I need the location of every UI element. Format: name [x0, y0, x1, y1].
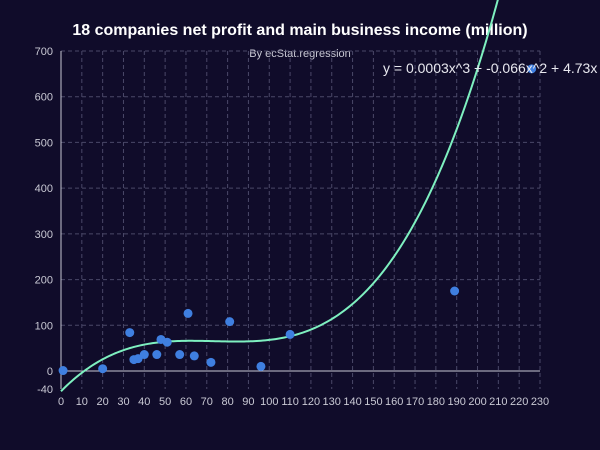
- x-tick-label: 160: [385, 396, 403, 408]
- chart-title: 18 companies net profit and main busines…: [72, 22, 528, 39]
- y-tick-label: 0: [47, 366, 53, 378]
- x-tick-label: 10: [76, 396, 88, 408]
- axes: -40 0 100 200 300 400 500 600 700 0 10 20 30 40 50 60 70…: [35, 46, 550, 408]
- data-point[interactable]: [139, 350, 149, 360]
- y-tick-label: 400: [35, 183, 53, 195]
- regression-equation: y = 0.0003x^3 + -0.066x^2 + 4.73x - 45: [383, 60, 600, 76]
- data-point[interactable]: [58, 366, 68, 376]
- data-point[interactable]: [98, 364, 108, 374]
- x-tick-label: 20: [97, 396, 109, 408]
- y-tick-label: 500: [35, 137, 53, 149]
- data-points: [58, 64, 537, 376]
- data-point[interactable]: [175, 350, 185, 360]
- x-tick-label: 60: [180, 396, 192, 408]
- data-point[interactable]: [450, 286, 460, 296]
- data-point[interactable]: [206, 357, 216, 367]
- x-tick-label: 130: [323, 396, 341, 408]
- regression-curve-layer: [60, 0, 499, 392]
- data-point[interactable]: [183, 308, 193, 318]
- x-tick-label: 210: [489, 396, 507, 408]
- x-tick-label: 0: [58, 396, 64, 408]
- data-point[interactable]: [162, 337, 172, 347]
- x-tick-label: 70: [201, 396, 213, 408]
- data-point[interactable]: [225, 317, 235, 327]
- data-point[interactable]: [285, 329, 295, 339]
- x-tick-label: 80: [221, 396, 233, 408]
- regression-curve: [60, 0, 499, 392]
- data-point[interactable]: [125, 328, 135, 338]
- data-point[interactable]: [189, 351, 199, 361]
- x-tick-label: 230: [531, 396, 549, 408]
- x-tick-label: 100: [260, 396, 278, 408]
- y-tick-label: 200: [35, 275, 53, 287]
- x-tick-label: 220: [510, 396, 528, 408]
- x-tick-label: 190: [448, 396, 466, 408]
- data-point[interactable]: [152, 350, 162, 360]
- x-tick-label: 150: [364, 396, 382, 408]
- y-tick-label: 600: [35, 92, 53, 104]
- y-tick-label: 700: [35, 46, 53, 58]
- x-tick-label: 110: [281, 396, 299, 408]
- data-point[interactable]: [256, 361, 266, 371]
- x-tick-label: 140: [343, 396, 361, 408]
- x-tick-label: 200: [468, 396, 486, 408]
- grid-lines: [61, 50, 541, 389]
- y-tick-label: 100: [35, 320, 53, 332]
- x-tick-label: 90: [242, 396, 254, 408]
- x-tick-label: 30: [117, 396, 129, 408]
- x-tick-label: 180: [427, 396, 445, 408]
- x-tick-label: 50: [159, 396, 171, 408]
- x-tick-label: 40: [138, 396, 150, 408]
- x-tick-label: 170: [406, 396, 424, 408]
- x-tick-label: 120: [302, 396, 320, 408]
- y-tick-label: -40: [37, 384, 53, 396]
- y-tick-label: 300: [35, 229, 53, 241]
- data-point[interactable]: [527, 64, 537, 74]
